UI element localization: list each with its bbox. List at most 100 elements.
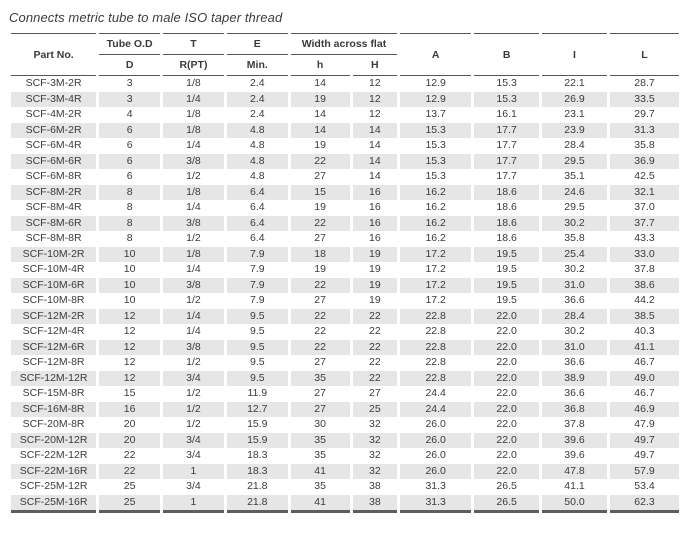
part-no-cell: SCF-16M-8R (11, 401, 97, 417)
value-cell: 25.4 (542, 246, 607, 262)
value-cell: 49.7 (609, 448, 679, 464)
value-cell: 3/8 (163, 215, 224, 231)
part-no-cell: SCF-10M-4R (11, 262, 97, 278)
value-cell: 38 (352, 494, 398, 513)
value-cell: 29.7 (609, 107, 679, 123)
value-cell: 2.4 (226, 76, 288, 92)
value-cell: 18.6 (474, 200, 540, 216)
value-cell: 4 (99, 107, 161, 123)
value-cell: 22 (352, 339, 398, 355)
value-cell: 1/4 (163, 200, 224, 216)
table-row: SCF-22M-12R 22 3/4 18.3 35 32 26.0 22.0 39.6 49.7 (11, 448, 679, 464)
value-cell: 40.3 (609, 324, 679, 340)
value-cell: 10 (99, 293, 161, 309)
value-cell: 12 (99, 355, 161, 371)
value-cell: 37.0 (609, 200, 679, 216)
value-cell: 26.0 (400, 417, 472, 433)
value-cell: 35.8 (542, 231, 607, 247)
value-cell: 7.9 (226, 277, 288, 293)
value-cell: 1/2 (163, 231, 224, 247)
table-row: SCF-6M-2R 6 1/8 4.8 14 14 15.3 17.7 23.9 31.3 (11, 122, 679, 138)
col-header-b: B (474, 33, 540, 76)
value-cell: 41.1 (542, 479, 607, 495)
col-header-h-big: H (352, 55, 398, 76)
table-row: SCF-12M-2R 12 1/4 9.5 22 22 22.8 22.0 28.4 38.5 (11, 308, 679, 324)
col-header-i: I (542, 33, 607, 76)
value-cell: 8 (99, 200, 161, 216)
value-cell: 37.8 (609, 262, 679, 278)
value-cell: 41 (290, 494, 350, 513)
value-cell: 17.7 (474, 138, 540, 154)
part-no-cell: SCF-3M-4R (11, 91, 97, 107)
value-cell: 26.0 (400, 463, 472, 479)
value-cell: 17.2 (400, 246, 472, 262)
col-header-r-pt: R(PT) (163, 55, 224, 76)
value-cell: 1/8 (163, 246, 224, 262)
value-cell: 28.7 (609, 76, 679, 92)
value-cell: 27 (290, 231, 350, 247)
value-cell: 15.3 (474, 91, 540, 107)
value-cell: 41.1 (609, 339, 679, 355)
value-cell: 12 (352, 107, 398, 123)
header-row-2: D R(PT) Min. h H (11, 55, 679, 76)
value-cell: 14 (290, 107, 350, 123)
value-cell: 17.2 (400, 262, 472, 278)
value-cell: 46.7 (609, 355, 679, 371)
spec-table: Part No. Tube O.D T E Width across flat … (8, 33, 682, 513)
value-cell: 24.4 (400, 386, 472, 402)
value-cell: 1/8 (163, 107, 224, 123)
part-no-cell: SCF-20M-12R (11, 432, 97, 448)
value-cell: 35 (290, 448, 350, 464)
value-cell: 22.0 (474, 417, 540, 433)
value-cell: 3 (99, 76, 161, 92)
value-cell: 18.3 (226, 448, 288, 464)
value-cell: 16.1 (474, 107, 540, 123)
part-no-cell: SCF-22M-12R (11, 448, 97, 464)
value-cell: 33.5 (609, 91, 679, 107)
value-cell: 16 (352, 184, 398, 200)
value-cell: 18.6 (474, 215, 540, 231)
value-cell: 19 (290, 262, 350, 278)
value-cell: 1 (163, 494, 224, 513)
value-cell: 13.7 (400, 107, 472, 123)
value-cell: 9.5 (226, 339, 288, 355)
table-row: SCF-12M-8R 12 1/2 9.5 27 22 22.8 22.0 36.6 46.7 (11, 355, 679, 371)
value-cell: 22 (290, 308, 350, 324)
value-cell: 28.4 (542, 138, 607, 154)
value-cell: 35 (290, 479, 350, 495)
value-cell: 22.1 (542, 76, 607, 92)
value-cell: 27 (290, 401, 350, 417)
value-cell: 26.5 (474, 494, 540, 513)
value-cell: 24.6 (542, 184, 607, 200)
value-cell: 15 (290, 184, 350, 200)
value-cell: 24.4 (400, 401, 472, 417)
value-cell: 22.0 (474, 448, 540, 464)
value-cell: 22.0 (474, 401, 540, 417)
value-cell: 36.8 (542, 401, 607, 417)
col-header-a: A (400, 33, 472, 76)
value-cell: 8 (99, 184, 161, 200)
value-cell: 12.7 (226, 401, 288, 417)
value-cell: 28.4 (542, 308, 607, 324)
value-cell: 4.8 (226, 138, 288, 154)
value-cell: 22 (290, 324, 350, 340)
value-cell: 17.7 (474, 122, 540, 138)
value-cell: 6.4 (226, 200, 288, 216)
value-cell: 31.3 (400, 479, 472, 495)
value-cell: 53.4 (609, 479, 679, 495)
value-cell: 11.9 (226, 386, 288, 402)
value-cell: 6 (99, 169, 161, 185)
value-cell: 3/4 (163, 479, 224, 495)
value-cell: 15.3 (474, 76, 540, 92)
value-cell: 32 (352, 463, 398, 479)
value-cell: 1/4 (163, 324, 224, 340)
part-no-cell: SCF-15M-8R (11, 386, 97, 402)
value-cell: 30 (290, 417, 350, 433)
value-cell: 26.5 (474, 479, 540, 495)
value-cell: 27 (290, 293, 350, 309)
table-row: SCF-8M-2R 8 1/8 6.4 15 16 16.2 18.6 24.6 32.1 (11, 184, 679, 200)
part-no-cell: SCF-12M-8R (11, 355, 97, 371)
col-header-part-no: Part No. (11, 33, 97, 76)
part-no-cell: SCF-10M-2R (11, 246, 97, 262)
